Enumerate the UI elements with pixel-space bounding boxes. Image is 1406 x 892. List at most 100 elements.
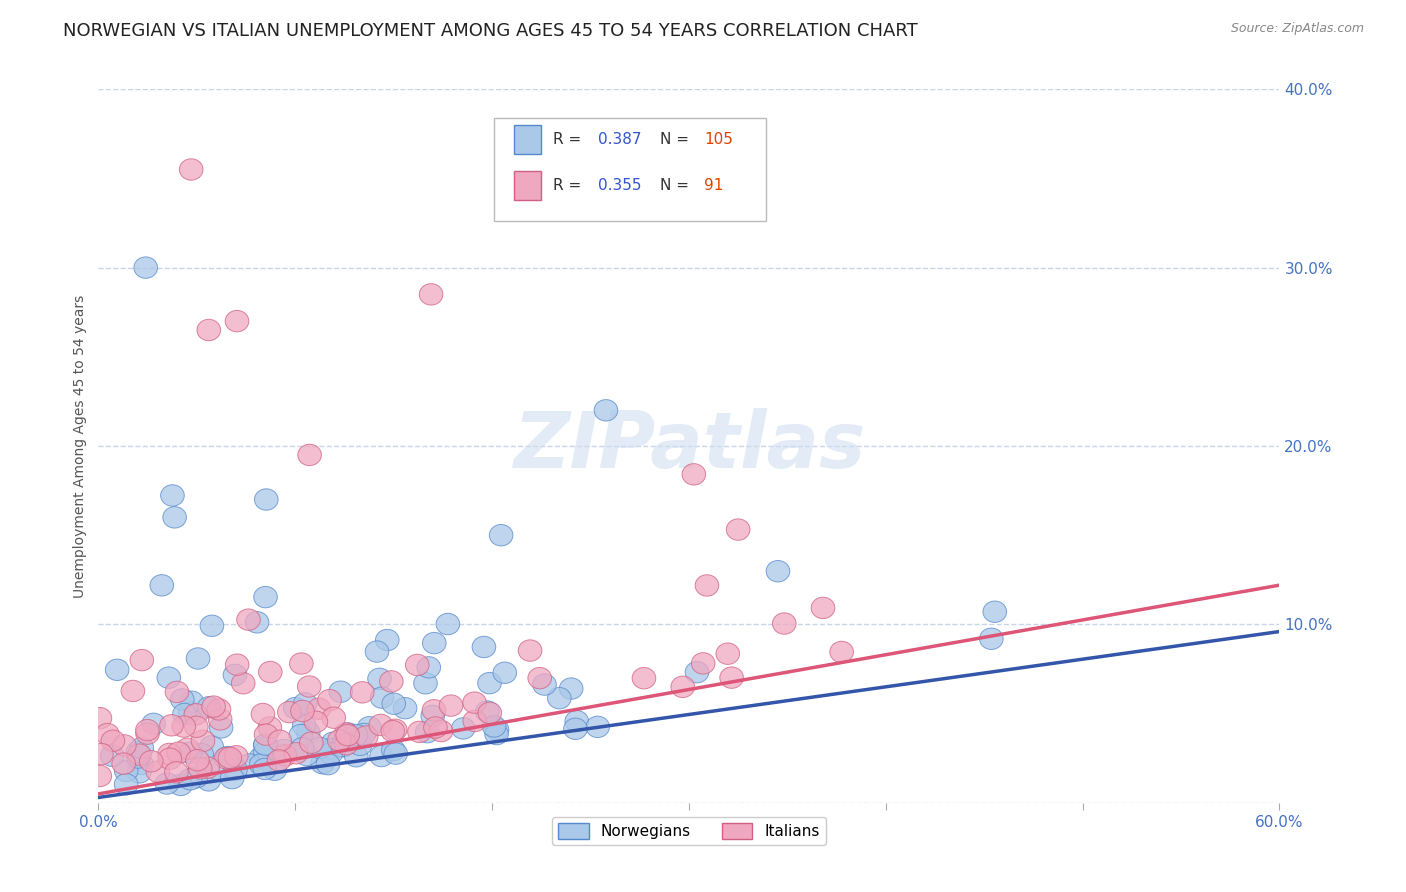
Ellipse shape	[382, 693, 405, 714]
Ellipse shape	[322, 732, 344, 754]
Ellipse shape	[595, 400, 617, 421]
Ellipse shape	[89, 707, 111, 729]
Ellipse shape	[321, 739, 344, 760]
Ellipse shape	[218, 747, 242, 769]
Ellipse shape	[682, 464, 706, 485]
Ellipse shape	[254, 489, 278, 510]
Ellipse shape	[288, 724, 312, 746]
Ellipse shape	[983, 601, 1007, 623]
Ellipse shape	[368, 668, 391, 690]
Ellipse shape	[184, 704, 208, 725]
Ellipse shape	[172, 716, 195, 738]
Ellipse shape	[197, 697, 221, 718]
Ellipse shape	[478, 673, 502, 694]
Ellipse shape	[478, 702, 502, 723]
Ellipse shape	[273, 745, 297, 766]
Ellipse shape	[253, 758, 277, 780]
Ellipse shape	[215, 747, 239, 768]
Ellipse shape	[332, 735, 354, 756]
Ellipse shape	[297, 722, 321, 743]
Ellipse shape	[207, 698, 231, 720]
Ellipse shape	[224, 665, 247, 686]
Ellipse shape	[128, 762, 150, 783]
Ellipse shape	[129, 649, 153, 671]
Ellipse shape	[184, 767, 208, 789]
Ellipse shape	[316, 754, 340, 775]
Ellipse shape	[179, 701, 201, 723]
Ellipse shape	[136, 723, 159, 744]
Ellipse shape	[415, 722, 439, 743]
Ellipse shape	[519, 640, 541, 661]
Ellipse shape	[114, 773, 138, 795]
Ellipse shape	[267, 749, 291, 771]
Ellipse shape	[335, 723, 359, 744]
Ellipse shape	[188, 757, 212, 779]
Ellipse shape	[485, 719, 509, 740]
Ellipse shape	[170, 689, 194, 710]
Ellipse shape	[90, 743, 112, 764]
Ellipse shape	[475, 701, 499, 723]
Ellipse shape	[236, 609, 260, 631]
Ellipse shape	[112, 753, 135, 774]
Ellipse shape	[463, 710, 486, 731]
Ellipse shape	[134, 257, 157, 278]
Ellipse shape	[253, 586, 277, 607]
Ellipse shape	[980, 628, 1002, 649]
Ellipse shape	[472, 636, 496, 657]
Ellipse shape	[716, 643, 740, 665]
Ellipse shape	[565, 711, 589, 732]
Ellipse shape	[284, 742, 308, 764]
Ellipse shape	[180, 691, 204, 713]
Ellipse shape	[357, 716, 381, 738]
Ellipse shape	[436, 614, 460, 635]
Ellipse shape	[225, 310, 249, 332]
Ellipse shape	[253, 734, 277, 756]
Ellipse shape	[720, 667, 744, 689]
Ellipse shape	[298, 444, 322, 466]
Ellipse shape	[335, 733, 359, 755]
Ellipse shape	[420, 706, 444, 727]
Ellipse shape	[633, 667, 655, 689]
Ellipse shape	[167, 742, 190, 764]
Ellipse shape	[375, 630, 399, 651]
Ellipse shape	[195, 757, 219, 779]
Ellipse shape	[319, 743, 343, 764]
Ellipse shape	[547, 688, 571, 709]
Ellipse shape	[105, 659, 129, 681]
Legend: Norwegians, Italians: Norwegians, Italians	[553, 817, 825, 845]
Ellipse shape	[318, 690, 342, 711]
Text: 0.355: 0.355	[598, 178, 641, 194]
Ellipse shape	[163, 507, 187, 528]
Ellipse shape	[157, 743, 181, 764]
Ellipse shape	[277, 701, 301, 723]
Ellipse shape	[186, 749, 209, 771]
Ellipse shape	[298, 676, 321, 698]
Ellipse shape	[205, 758, 229, 780]
Ellipse shape	[284, 698, 307, 719]
Ellipse shape	[238, 754, 262, 775]
Ellipse shape	[494, 662, 516, 683]
Ellipse shape	[135, 720, 159, 741]
Ellipse shape	[259, 661, 283, 682]
Ellipse shape	[139, 750, 163, 772]
Ellipse shape	[290, 653, 314, 674]
Ellipse shape	[533, 673, 557, 695]
Ellipse shape	[221, 767, 245, 789]
Ellipse shape	[422, 632, 446, 654]
Ellipse shape	[200, 615, 224, 637]
Ellipse shape	[89, 765, 111, 787]
Ellipse shape	[307, 698, 330, 719]
Ellipse shape	[190, 744, 214, 765]
Ellipse shape	[328, 730, 352, 751]
Ellipse shape	[232, 673, 254, 694]
Ellipse shape	[291, 738, 314, 759]
Ellipse shape	[224, 759, 247, 780]
Ellipse shape	[671, 676, 695, 698]
Text: 91: 91	[704, 178, 724, 194]
Ellipse shape	[766, 560, 790, 582]
Ellipse shape	[482, 715, 506, 737]
Ellipse shape	[252, 704, 274, 725]
Ellipse shape	[197, 319, 221, 341]
Ellipse shape	[695, 574, 718, 596]
Ellipse shape	[370, 746, 394, 767]
